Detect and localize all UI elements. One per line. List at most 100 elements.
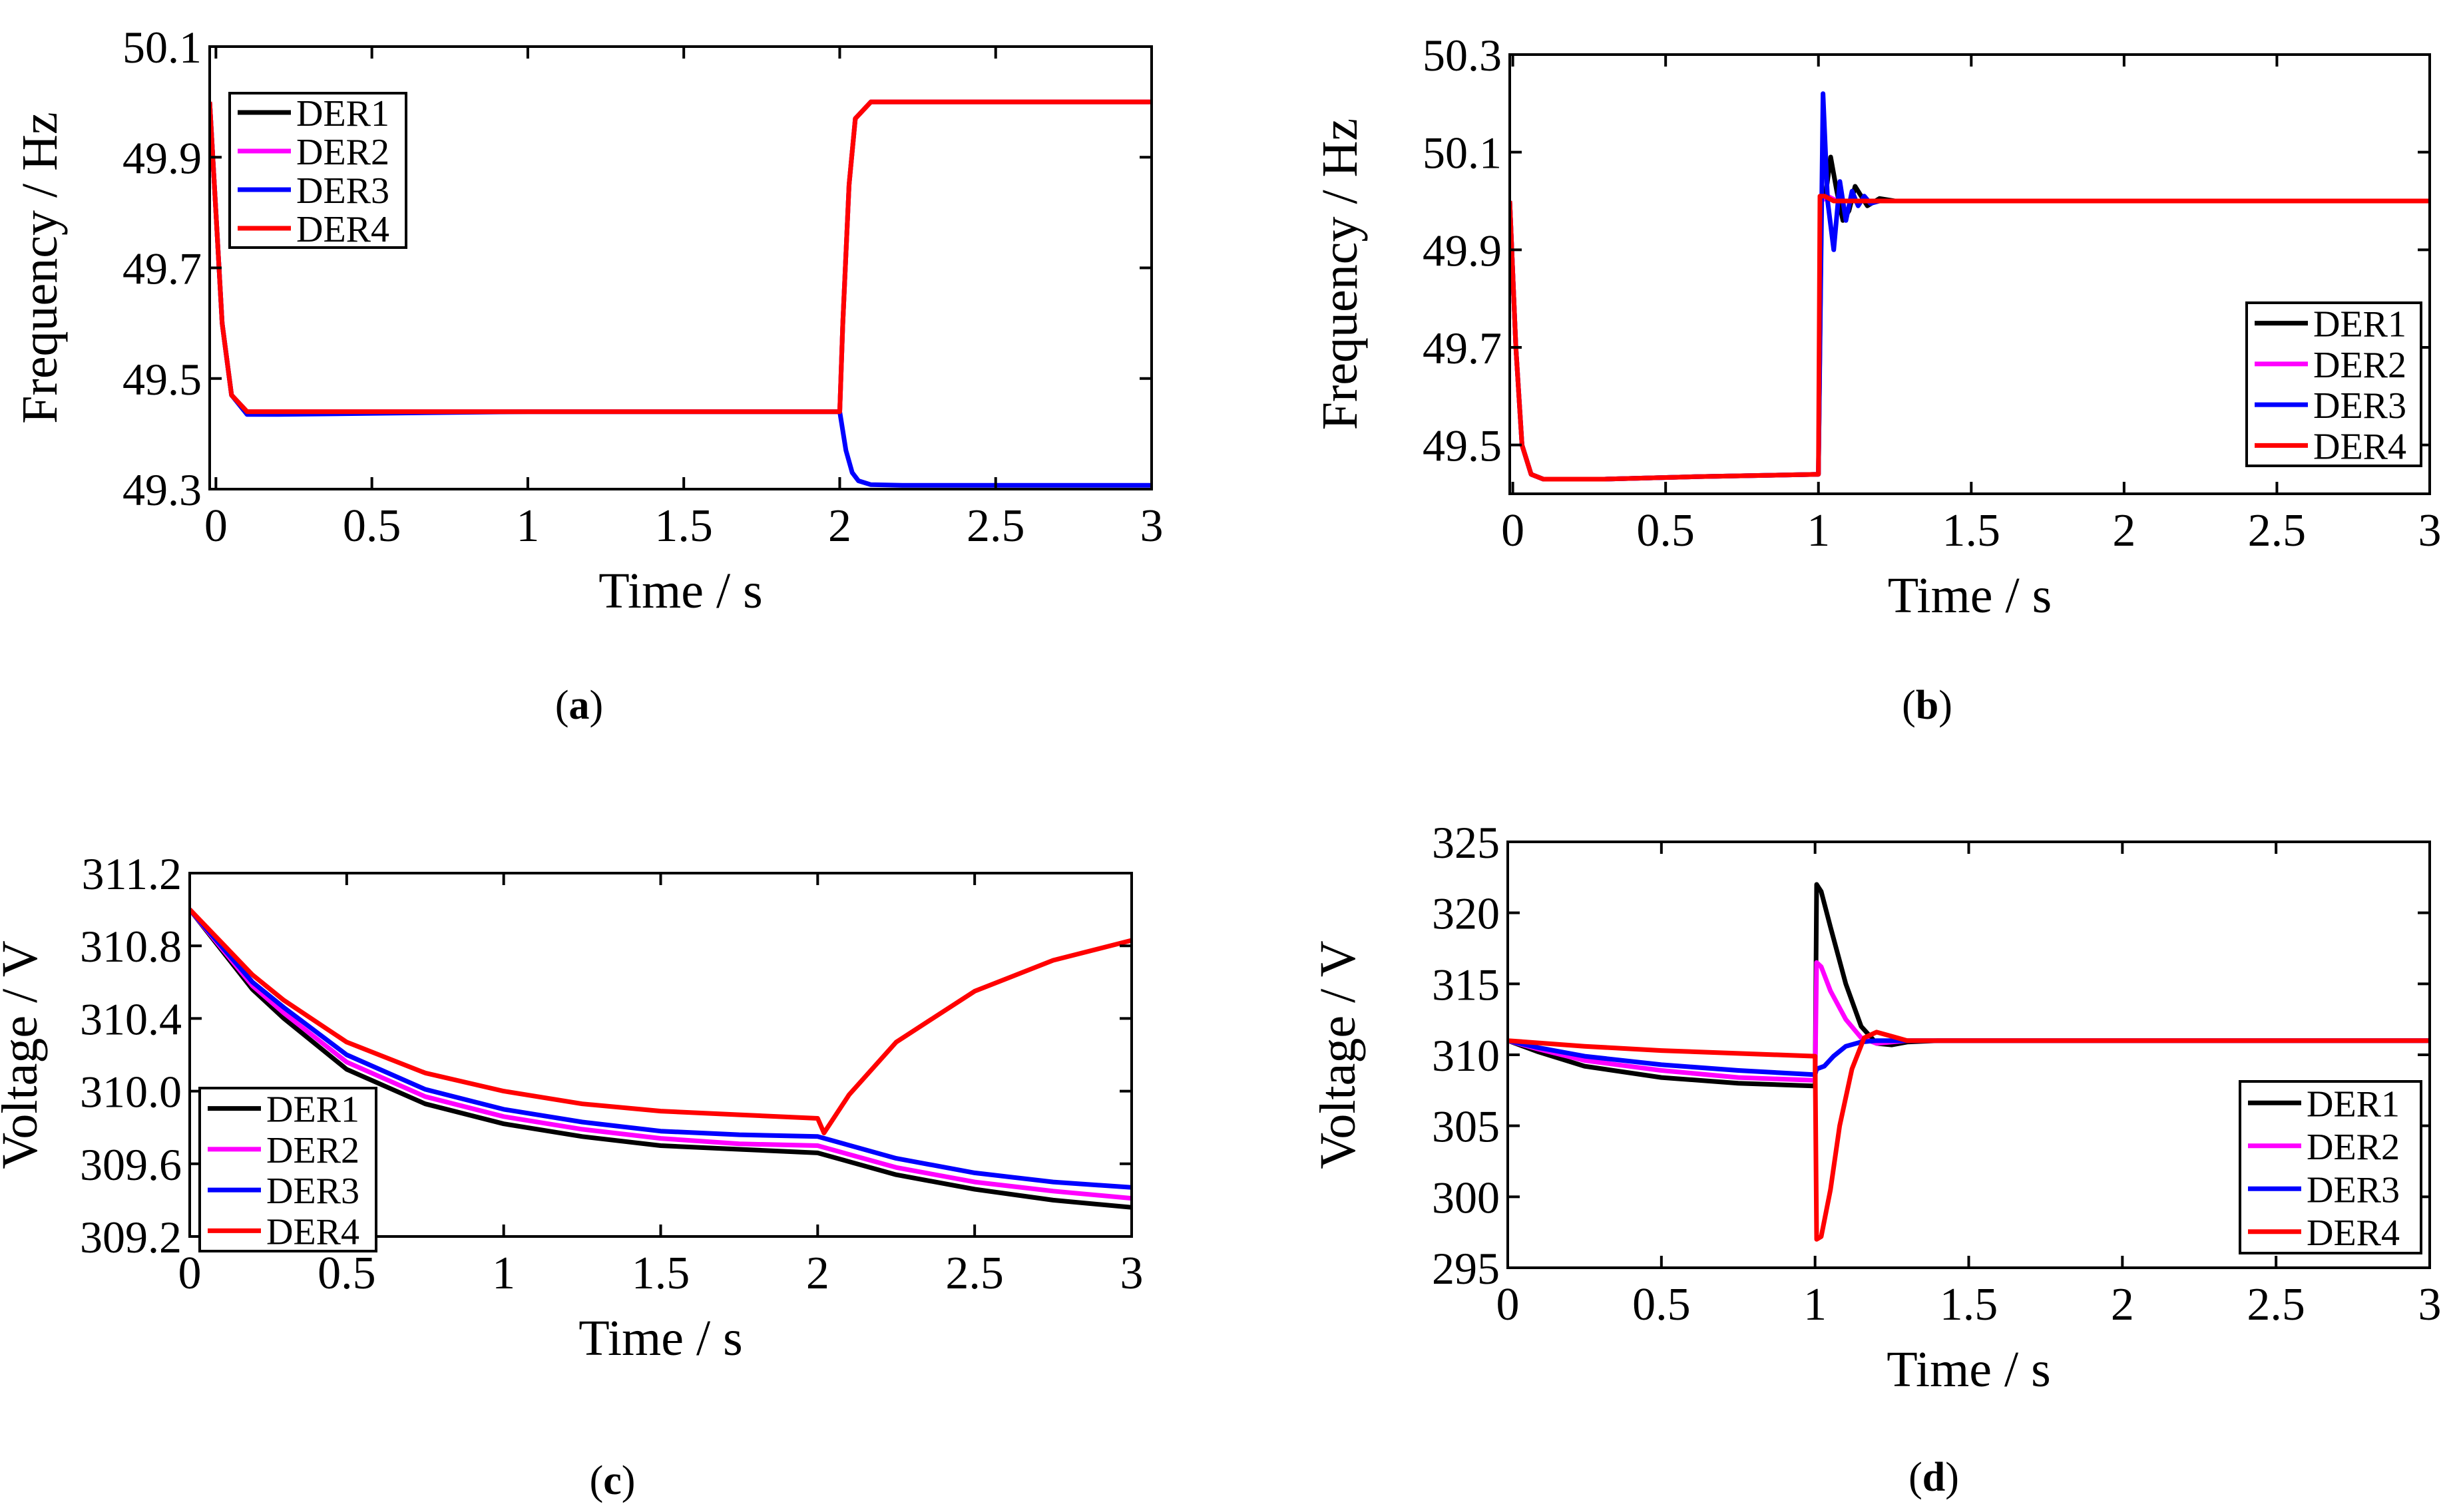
x-axis-label: Time / s — [598, 563, 762, 619]
y-tick-label: 49.7 — [1423, 323, 1502, 373]
series-line-der4 — [210, 99, 1152, 415]
y-axis-label: Frequency / Hz — [12, 112, 68, 424]
y-tick-label: 310.8 — [80, 921, 182, 972]
legend-label-der2: DER2 — [2307, 1127, 2400, 1168]
legend-label-der1: DER1 — [2307, 1083, 2400, 1125]
x-tick-label: 2.5 — [2247, 1279, 2305, 1330]
x-tick-label: 2 — [2112, 505, 2135, 556]
legend-box — [2239, 1080, 2422, 1254]
y-tick-label: 49.7 — [122, 244, 202, 294]
x-tick-label: 1 — [1803, 1279, 1827, 1330]
legend-label-der2: DER2 — [296, 132, 389, 173]
x-tick-label: 1.5 — [654, 500, 713, 552]
x-tick-label: 1.5 — [632, 1248, 690, 1299]
y-axis-label: Frequency / Hz — [1312, 118, 1368, 431]
x-tick-label: 0.5 — [1632, 1279, 1691, 1330]
legend-box — [2245, 301, 2422, 467]
panel-caption: (a) — [555, 683, 603, 728]
series-line-der1 — [1508, 882, 2430, 1089]
legend-label-der2: DER2 — [2313, 345, 2406, 386]
legend-label-der3: DER3 — [2307, 1169, 2400, 1211]
x-axis-label: Time / s — [1888, 568, 2052, 624]
x-tick-label: 2.5 — [967, 500, 1025, 552]
series-line-der1 — [190, 908, 1132, 1210]
x-tick-label: 1.5 — [1940, 1279, 1998, 1330]
legend-label-der3: DER3 — [2313, 385, 2406, 427]
y-tick-label: 49.5 — [122, 354, 202, 405]
x-axis-label: Time / s — [578, 1310, 742, 1366]
x-tick-label: 0 — [178, 1248, 202, 1299]
y-tick-label: 310.4 — [80, 994, 182, 1044]
series-line-der3 — [190, 908, 1132, 1190]
legend-label-der3: DER3 — [266, 1171, 359, 1212]
y-tick-label: 300 — [1432, 1172, 1500, 1223]
chart-panel-a: 0 0.5 1 1.5 2 2.5 3 49.3 49.5 49.7 49.9 50.1 Time / … — [12, 22, 1164, 728]
x-tick-label: 1.5 — [1942, 505, 2001, 556]
x-tick-label: 2 — [828, 500, 851, 552]
y-tick-label: 50.1 — [1423, 128, 1502, 178]
x-tick-label: 0.5 — [318, 1248, 376, 1299]
chart-panel-c: 0 0.5 1 1.5 2 2.5 3 309.2 309.6 310.0 310.4 310.8 31… — [0, 849, 1144, 1503]
y-tick-label: 310 — [1432, 1030, 1500, 1081]
x-tick-label: 2.5 — [945, 1248, 1004, 1299]
y-tick-label: 49.3 — [122, 465, 202, 515]
x-tick-label: 0 — [204, 500, 228, 552]
x-axis-label: Time / s — [1887, 1342, 2050, 1398]
panel-caption: (b) — [1902, 683, 1952, 728]
x-tick-label: 1 — [1807, 505, 1830, 556]
x-tick-label: 0.5 — [1636, 505, 1695, 556]
y-tick-label: 315 — [1432, 959, 1500, 1010]
legend-label-der2: DER2 — [266, 1130, 359, 1171]
y-tick-label: 49.5 — [1423, 421, 1502, 471]
series-line-der4 — [1508, 1030, 2430, 1242]
y-tick-label: 310.0 — [80, 1067, 182, 1117]
x-tick-label: 3 — [1140, 500, 1164, 552]
x-tick-label: 3 — [2418, 505, 2442, 556]
legend-box — [198, 1087, 377, 1252]
plot-frame — [1508, 53, 2431, 495]
x-tick-label: 3 — [1120, 1248, 1144, 1299]
y-tick-label: 320 — [1432, 888, 1500, 939]
x-tick-label: 1 — [492, 1248, 515, 1299]
x-tick-label: 2.5 — [2248, 505, 2307, 556]
legend-label-der4: DER4 — [296, 209, 389, 250]
chart-panel-b: 0 0.5 1 1.5 2 2.5 3 49.5 49.7 49.9 50.1 50.3 Time / … — [1312, 30, 2442, 728]
y-tick-label: 325 — [1432, 817, 1500, 868]
x-tick-label: 2 — [2111, 1279, 2134, 1330]
x-tick-label: 3 — [2418, 1279, 2442, 1330]
y-axis-label: Voltage / V — [1310, 940, 1366, 1169]
y-axis-label: Voltage / V — [0, 940, 48, 1169]
legend-label-der1: DER1 — [296, 93, 389, 134]
legend-box — [228, 92, 407, 249]
legend-label-der4: DER4 — [2313, 426, 2406, 467]
x-tick-label: 0.5 — [343, 500, 401, 552]
x-tick-label: 2 — [806, 1248, 829, 1299]
x-tick-label: 0 — [1501, 505, 1524, 556]
series-line-der2 — [190, 908, 1132, 1201]
x-tick-label: 1 — [516, 500, 539, 552]
y-tick-label: 305 — [1432, 1101, 1500, 1152]
x-tick-label: 0 — [1496, 1279, 1520, 1330]
y-tick-label: 50.3 — [1423, 30, 1502, 81]
panel-caption: (d) — [1908, 1455, 1959, 1500]
legend-label-der4: DER4 — [266, 1211, 359, 1252]
y-tick-label: 309.2 — [80, 1212, 182, 1262]
legend-label-der3: DER3 — [296, 170, 389, 212]
y-tick-label: 49.9 — [122, 132, 202, 183]
y-tick-label: 309.6 — [80, 1139, 182, 1190]
legend-label-der1: DER1 — [2313, 304, 2406, 345]
y-tick-label: 311.2 — [82, 849, 182, 899]
series-line-der4 — [190, 908, 1132, 1135]
chart-panel-d: 0 0.5 1 1.5 2 2.5 3 295 300 305 310 315 320 325 Time /… — [1310, 817, 2442, 1500]
y-tick-label: 50.1 — [122, 22, 202, 73]
legend-label-der1: DER1 — [266, 1089, 359, 1131]
y-tick-label: 295 — [1432, 1243, 1500, 1294]
series-line-der4 — [1510, 194, 2430, 482]
panel-caption: (c) — [590, 1458, 636, 1503]
y-tick-label: 49.9 — [1423, 225, 1502, 276]
